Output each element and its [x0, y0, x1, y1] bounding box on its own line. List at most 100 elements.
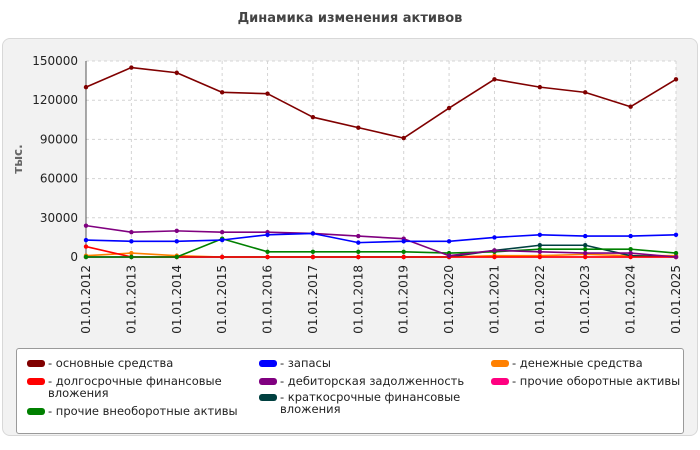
data-point — [219, 254, 225, 260]
data-point — [310, 231, 316, 236]
legend-item: - прочие оборотные активы — [491, 375, 681, 387]
data-point — [628, 246, 633, 252]
legend-item: - дебиторская задолженность — [259, 375, 479, 387]
data-point — [356, 125, 361, 130]
data-point — [310, 249, 316, 254]
legend-label: - денежные средства — [512, 356, 643, 370]
data-point — [310, 254, 316, 260]
x-tick-label: 01.01.2013 — [124, 265, 138, 334]
data-point — [265, 91, 270, 96]
data-point — [628, 250, 633, 256]
chart-title: Динамика изменения активов — [237, 11, 463, 26]
data-point — [537, 243, 543, 248]
x-tick-label: 01.01.2023 — [578, 265, 592, 334]
data-point — [446, 239, 452, 244]
data-point — [219, 229, 225, 235]
data-point — [265, 254, 270, 260]
data-point — [583, 250, 588, 256]
y-tick-label: 0 — [70, 250, 78, 264]
data-point — [83, 237, 89, 243]
data-point — [83, 223, 89, 228]
plot-area — [86, 61, 676, 257]
data-point — [446, 253, 452, 258]
y-tick-label: 120000 — [32, 93, 78, 107]
x-tick-label: 01.01.2020 — [442, 265, 456, 334]
series-line — [85, 224, 677, 258]
data-point — [265, 249, 270, 254]
y-tick-label: 30000 — [40, 211, 78, 225]
series-line — [85, 245, 676, 258]
data-point — [401, 135, 406, 141]
data-point — [673, 254, 679, 260]
legend-item: - долгосрочные финансовые вложения — [27, 375, 237, 399]
data-point — [537, 232, 543, 237]
data-point — [356, 249, 361, 254]
legend-label: - краткосрочные финансовые вложения — [280, 390, 461, 416]
data-point — [583, 90, 588, 95]
data-point — [265, 232, 270, 237]
data-point — [673, 232, 679, 237]
x-tick-label: 01.01.2024 — [624, 265, 638, 334]
y-tick-label: 60000 — [40, 172, 78, 186]
data-point — [174, 70, 179, 75]
legend-item: - краткосрочные финансовые вложения — [259, 391, 469, 415]
legend-swatch — [491, 360, 509, 367]
x-tick-label: 01.01.2019 — [397, 265, 411, 334]
x-tick-label: 01.01.2022 — [533, 265, 547, 334]
legend-item: - прочие внеоборотные активы — [27, 405, 247, 417]
legend-swatch — [27, 408, 45, 415]
y-tick-label: 90000 — [40, 132, 78, 146]
chart-legend: - основные средства - долгосрочные финанс… — [16, 348, 684, 434]
data-point — [174, 228, 179, 234]
data-point — [492, 235, 497, 240]
x-tick-label: 01.01.2014 — [170, 265, 184, 334]
data-point — [492, 248, 497, 253]
data-point — [583, 254, 588, 260]
x-tick-label: 01.01.2017 — [306, 265, 320, 334]
data-point — [129, 254, 134, 260]
legend-swatch — [259, 394, 277, 401]
data-point — [401, 249, 406, 254]
data-point — [310, 114, 316, 120]
data-point — [219, 90, 225, 95]
data-point — [628, 254, 633, 260]
data-point — [492, 254, 497, 260]
data-point — [356, 254, 361, 260]
legend-item: - основные средства — [27, 357, 247, 369]
data-point — [583, 243, 588, 248]
data-point — [446, 105, 452, 111]
series-line — [85, 66, 677, 139]
x-tick-label: 01.01.2012 — [79, 265, 93, 334]
legend-swatch — [259, 360, 277, 367]
x-tick-label: 01.01.2015 — [215, 265, 229, 334]
data-point — [401, 254, 406, 260]
legend-label: - прочие оборотные активы — [512, 374, 681, 388]
data-point — [129, 229, 134, 235]
legend-swatch — [27, 378, 45, 385]
legend-label: - прочие внеоборотные активы — [48, 404, 238, 418]
series-line — [86, 237, 677, 258]
data-point — [583, 246, 588, 252]
data-point — [537, 249, 543, 254]
legend-label: - долгосрочные финансовые вложения — [48, 374, 222, 400]
legend-swatch — [27, 360, 45, 367]
data-point — [356, 233, 361, 239]
legend-swatch — [491, 378, 509, 385]
x-tick-label: 01.01.2021 — [487, 265, 501, 334]
data-point — [492, 77, 497, 82]
y-tick-label: 150000 — [32, 54, 78, 68]
data-point — [83, 244, 89, 249]
series-line — [85, 232, 677, 244]
data-point — [129, 65, 134, 70]
x-tick-label: 01.01.2018 — [351, 265, 365, 334]
data-point — [537, 84, 543, 90]
legend-label: - запасы — [280, 356, 331, 370]
data-point — [628, 233, 633, 239]
data-point — [83, 84, 89, 90]
data-point — [583, 233, 588, 239]
x-tick-label: 01.01.2016 — [261, 265, 275, 334]
legend-item: - запасы — [259, 357, 474, 369]
data-point — [356, 240, 361, 245]
legend-label: - основные средства — [48, 356, 174, 370]
